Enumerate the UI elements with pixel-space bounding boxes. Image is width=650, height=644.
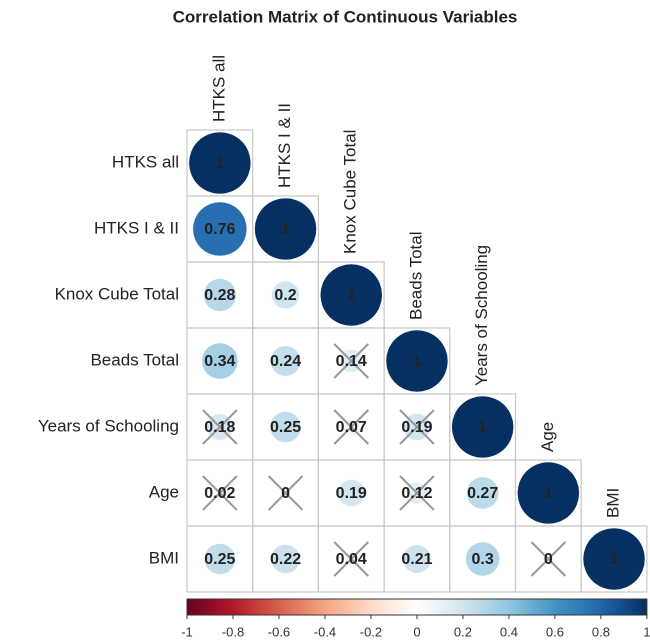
value-label: 0.04 [336,551,367,568]
corr-circle [188,131,252,195]
corr-circle [402,544,432,574]
value-label: 0.34 [204,353,235,370]
value-label: 0.25 [204,551,235,568]
corr-circle [254,197,317,261]
row-label: Age [149,482,179,501]
row-label: HTKS I & II [94,218,179,237]
row-label: Beads Total [90,350,179,369]
column-label: Beads Total [406,231,425,320]
colorbar-tick-label: -1 [181,624,193,639]
corr-circle [517,461,580,525]
row-label: BMI [149,548,179,567]
value-label: 0.2 [274,287,296,304]
corr-circle [203,278,237,312]
column-label: Years of Schooling [472,245,491,386]
value-label: 0.12 [401,485,432,502]
colorbar-tick-label: 0 [413,624,420,639]
colorbar-tick-label: 0.2 [454,624,472,639]
column-label: HTKS I & II [275,103,294,188]
row-label: Years of Schooling [38,416,179,435]
corr-circle [201,342,239,380]
row-label: HTKS all [112,152,179,171]
colorbar-tick-label: 1 [643,624,650,639]
cross [267,475,304,511]
cell [580,525,648,593]
cross [202,409,238,445]
colorbar-tick-label: -0.2 [360,624,382,639]
corr-circle [192,201,248,257]
colorbar-tick-label: -0.6 [268,624,290,639]
colorbar-tick-label: 0.6 [546,624,564,639]
colorbar-tick-label: 0.8 [592,624,610,639]
cross [399,409,435,445]
value-label: 0.76 [204,221,235,238]
value-label: 0.21 [401,551,432,568]
value-label: 0.22 [270,551,301,568]
value-label: 1 [610,551,619,568]
corr-circle [204,543,236,575]
corr-circle [269,411,302,443]
corr-circle [320,263,383,327]
colorbar-tick-label: 0.4 [500,624,518,639]
value-label: 1 [544,485,553,502]
cross [333,409,369,445]
column-label: Age [538,422,557,452]
colorbar-tick-label: -0.8 [222,624,244,639]
row-label: Knox Cube Total [55,284,179,303]
value-label: 1 [281,221,290,238]
corr-circle [270,345,301,377]
chart-title: Correlation Matrix of Continuous Variabl… [173,7,518,26]
corr-circle [465,541,500,577]
column-label: BMI [604,488,623,518]
value-label: 0.3 [472,551,494,568]
value-label: 0.19 [401,419,432,436]
cross [333,343,369,379]
corr-circle [270,544,301,574]
value-label: 1 [478,419,487,436]
corr-circle [582,527,646,591]
value-label: 0.24 [270,353,301,370]
cross [399,475,435,511]
value-label: 0.14 [336,353,367,370]
value-label: 0.25 [270,419,301,436]
corr-circle [466,476,500,510]
value-label: 0.28 [204,287,235,304]
value-label: 0.18 [204,419,235,436]
value-label: 0.07 [336,419,367,436]
value-label: 1 [347,287,356,304]
value-label: 0 [544,551,553,568]
value-label: 0.27 [467,485,498,502]
corr-circle [271,280,300,310]
column-label: Knox Cube Total [341,130,360,254]
column-label: HTKS all [209,55,228,122]
value-label: 0.19 [336,485,367,502]
value-label: 0.02 [204,485,235,502]
corr-circle [385,329,449,393]
cross [530,541,567,577]
value-label: 1 [215,155,224,172]
cross [202,475,238,511]
value-label: 1 [412,353,421,370]
corr-circle [451,395,514,459]
cross [333,541,369,577]
colorbar-tick-label: -0.4 [314,624,336,639]
value-label: 0 [281,485,290,502]
corr-circle [337,479,366,507]
colorbar [186,598,648,616]
